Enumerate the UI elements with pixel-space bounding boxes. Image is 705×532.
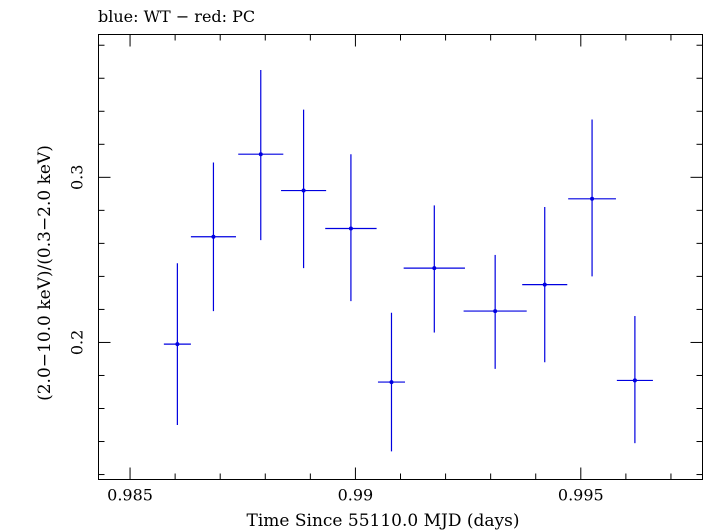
data-point [389, 380, 394, 385]
y-tick-label: 0.3 [68, 165, 87, 190]
chart-title: blue: WT − red: PC [98, 7, 255, 26]
data-point [211, 234, 216, 239]
y-axis-label: (2.0−10.0 keV)/(0.3−2.0 keV) [35, 145, 55, 401]
x-tick-label: 0.99 [338, 486, 374, 505]
x-tick-label: 0.985 [107, 486, 153, 505]
data-point [348, 226, 353, 231]
x-tick-label: 0.995 [558, 486, 604, 505]
plot-frame [98, 34, 703, 480]
data-point [632, 378, 637, 383]
data-point [590, 196, 595, 201]
x-axis: 0.985 0.99 0.995 [107, 34, 672, 505]
data-point [432, 266, 437, 271]
data-series [163, 70, 653, 452]
data-point [493, 309, 498, 314]
x-axis-label: Time Since 55110.0 MJD (days) [247, 511, 520, 531]
data-point [175, 342, 180, 347]
y-axis: 0.2 0.3 [68, 44, 703, 476]
data-point [542, 282, 547, 287]
data-point [258, 152, 263, 157]
y-tick-label: 0.2 [68, 330, 87, 355]
data-point [301, 188, 306, 193]
